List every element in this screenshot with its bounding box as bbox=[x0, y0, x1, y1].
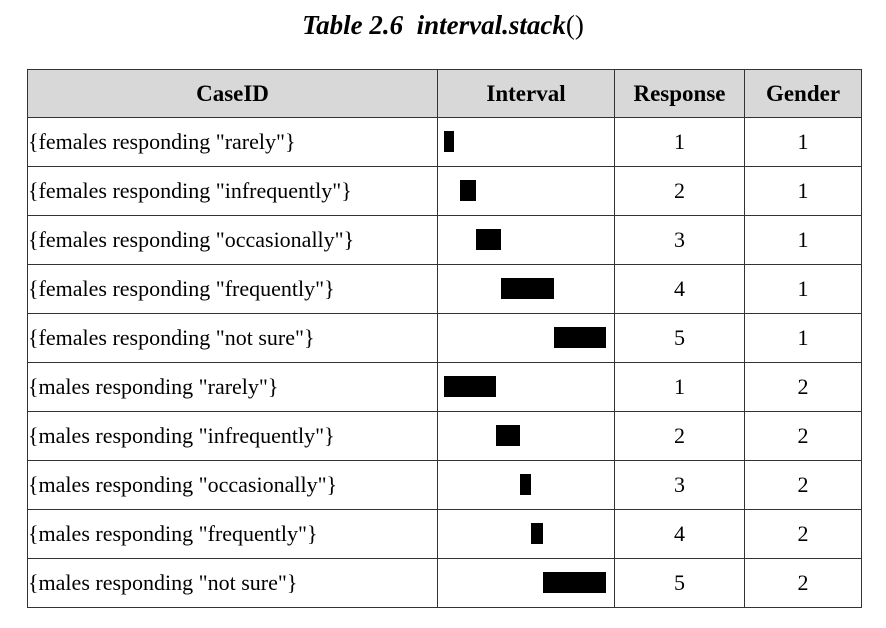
table-row: {females responding "occasionally"} 3 1 bbox=[27, 215, 862, 265]
cell-interval bbox=[437, 411, 615, 461]
cell-gender: 2 bbox=[744, 460, 862, 510]
cell-interval bbox=[437, 362, 615, 412]
table-row: {females responding "infrequently"} 2 1 bbox=[27, 166, 862, 216]
table-row: {females responding "not sure"} 5 1 bbox=[27, 313, 862, 363]
table-title-paren: () bbox=[565, 10, 584, 40]
cell-response: 5 bbox=[614, 558, 745, 608]
interval-bar bbox=[444, 131, 454, 152]
table-row: {males responding "frequently"} 4 2 bbox=[27, 509, 862, 559]
cell-interval bbox=[437, 264, 615, 314]
cell-gender: 2 bbox=[744, 509, 862, 559]
interval-stack-table: CaseID Interval Response Gender {females… bbox=[27, 69, 862, 608]
interval-bar bbox=[495, 425, 521, 446]
cell-response: 1 bbox=[614, 117, 745, 167]
table-row: {males responding "infrequently"} 2 2 bbox=[27, 411, 862, 461]
cell-caseid: {males responding "rarely"} bbox=[27, 362, 438, 412]
cell-gender: 1 bbox=[744, 166, 862, 216]
table-row: {females responding "rarely"} 1 1 bbox=[27, 117, 862, 167]
table-title-func: interval.stack bbox=[416, 10, 566, 40]
cell-interval bbox=[437, 313, 615, 363]
cell-caseid: {females responding "rarely"} bbox=[27, 117, 438, 167]
header-gender: Gender bbox=[744, 69, 862, 118]
cell-gender: 1 bbox=[744, 264, 862, 314]
cell-gender: 1 bbox=[744, 313, 862, 363]
cell-gender: 2 bbox=[744, 362, 862, 412]
cell-caseid: {males responding "frequently"} bbox=[27, 509, 438, 559]
cell-caseid: {males responding "occasionally"} bbox=[27, 460, 438, 510]
table-title: Table 2.6 interval.stack() bbox=[0, 10, 886, 41]
cell-gender: 2 bbox=[744, 411, 862, 461]
header-interval: Interval bbox=[437, 69, 615, 118]
cell-gender: 1 bbox=[744, 117, 862, 167]
interval-bar bbox=[554, 327, 606, 348]
cell-caseid: {females responding "not sure"} bbox=[27, 313, 438, 363]
interval-bar bbox=[531, 523, 543, 544]
cell-caseid: {females responding "frequently"} bbox=[27, 264, 438, 314]
interval-bar bbox=[520, 474, 532, 495]
cell-interval bbox=[437, 558, 615, 608]
cell-interval bbox=[437, 509, 615, 559]
interval-bar bbox=[444, 376, 496, 397]
cell-response: 1 bbox=[614, 362, 745, 412]
interval-bar bbox=[542, 572, 606, 593]
table-row: {males responding "occasionally"} 3 2 bbox=[27, 460, 862, 510]
cell-caseid: {males responding "infrequently"} bbox=[27, 411, 438, 461]
table-row: {males responding "rarely"} 1 2 bbox=[27, 362, 862, 412]
cell-caseid: {females responding "occasionally"} bbox=[27, 215, 438, 265]
cell-caseid: {males responding "not sure"} bbox=[27, 558, 438, 608]
cell-response: 5 bbox=[614, 313, 745, 363]
interval-bar bbox=[476, 229, 501, 250]
cell-response: 2 bbox=[614, 411, 745, 461]
cell-interval bbox=[437, 166, 615, 216]
interval-bar bbox=[460, 180, 477, 201]
table-title-prefix: Table 2.6 bbox=[302, 10, 404, 40]
table-row: {females responding "frequently"} 4 1 bbox=[27, 264, 862, 314]
table-row: {males responding "not sure"} 5 2 bbox=[27, 558, 862, 608]
cell-gender: 1 bbox=[744, 215, 862, 265]
header-row: CaseID Interval Response Gender bbox=[27, 69, 862, 118]
cell-caseid: {females responding "infrequently"} bbox=[27, 166, 438, 216]
cell-gender: 2 bbox=[744, 558, 862, 608]
cell-interval bbox=[437, 117, 615, 167]
cell-response: 4 bbox=[614, 509, 745, 559]
header-caseid: CaseID bbox=[27, 69, 438, 118]
cell-response: 2 bbox=[614, 166, 745, 216]
cell-interval bbox=[437, 460, 615, 510]
cell-response: 4 bbox=[614, 264, 745, 314]
cell-response: 3 bbox=[614, 460, 745, 510]
interval-bar bbox=[500, 278, 555, 299]
header-response: Response bbox=[614, 69, 745, 118]
cell-response: 3 bbox=[614, 215, 745, 265]
cell-interval bbox=[437, 215, 615, 265]
